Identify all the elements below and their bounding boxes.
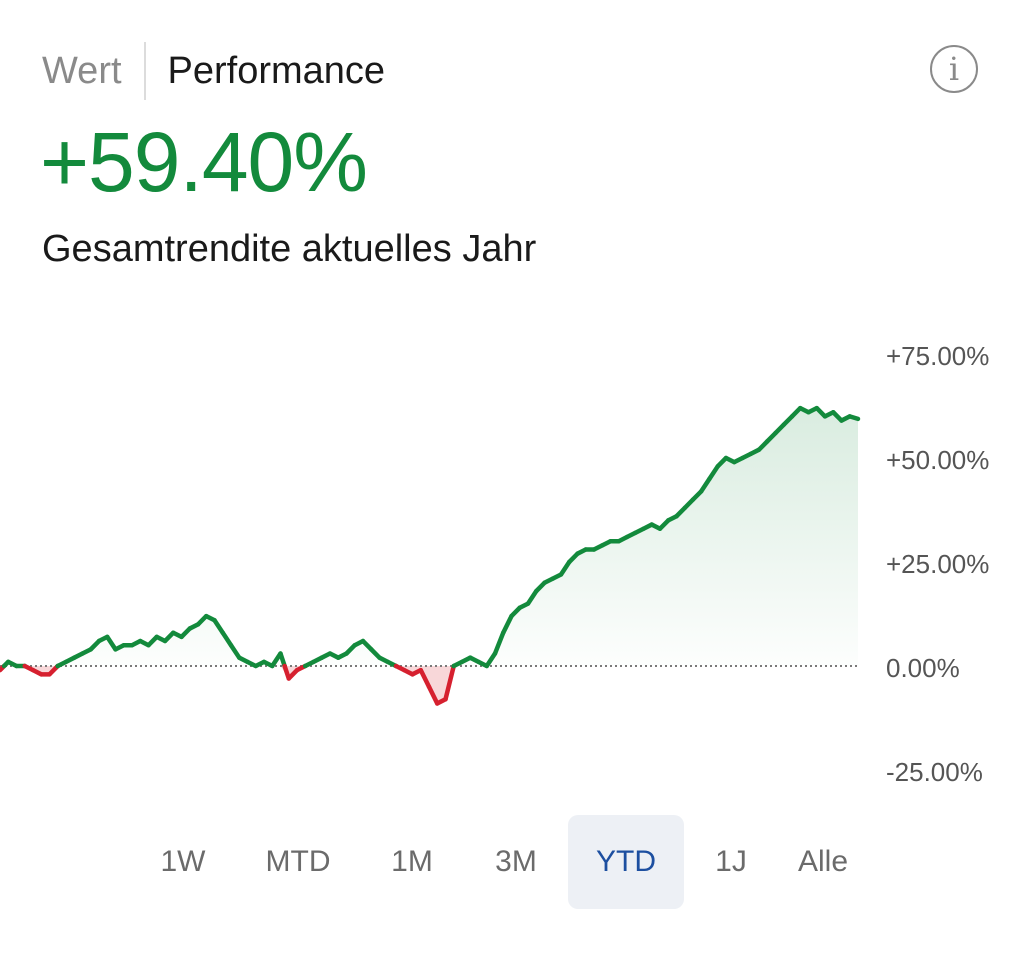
range-label: 1W [160, 845, 206, 878]
y-tick-label: +75.00% [886, 341, 989, 371]
y-tick-label: -25.00% [886, 757, 983, 787]
range-1j[interactable]: 1J [684, 815, 778, 909]
y-tick-label: +25.00% [886, 549, 989, 579]
series-segment [228, 642, 242, 660]
series-segment [525, 588, 539, 606]
series-segment [558, 559, 572, 577]
performance-value: +59.40% [40, 115, 368, 209]
series-segment [212, 617, 225, 635]
y-tick-label: +50.00% [886, 445, 989, 475]
performance-area [0, 408, 858, 666]
range-ytd[interactable]: YTD [568, 815, 684, 909]
series-segment [418, 667, 432, 690]
series-segment [443, 663, 456, 702]
tab-performance[interactable]: Performance [167, 50, 386, 92]
tab-wert[interactable]: Wert [42, 50, 122, 92]
tab-divider [143, 42, 146, 100]
range-selector: 1W MTD 1M 3M YTD 1J Alle [128, 815, 868, 909]
series-segment [699, 476, 712, 494]
series-segment [426, 684, 440, 706]
performance-chart: +75.00% +50.00% +25.00% 0.00% -25.00% [0, 341, 989, 787]
range-mtd[interactable]: MTD [238, 815, 358, 909]
range-alle[interactable]: Alle [778, 815, 868, 909]
series-segment [501, 613, 514, 635]
range-label: 3M [495, 845, 537, 878]
range-label: 1M [391, 845, 433, 878]
info-button[interactable]: i [930, 45, 978, 93]
series-segment [492, 630, 506, 656]
range-label: YTD [596, 845, 656, 878]
view-tabs: Wert Performance [42, 42, 385, 100]
series-segment [484, 651, 498, 669]
series-segment [847, 414, 861, 422]
range-3m[interactable]: 3M [466, 815, 566, 909]
info-icon: i [948, 50, 960, 88]
range-1m[interactable]: 1M [358, 815, 466, 909]
series-segment [707, 464, 720, 482]
series-segment [105, 634, 118, 652]
range-label: Alle [797, 845, 849, 878]
performance-label: Gesamtrendite aktuelles Jahr [42, 228, 537, 270]
range-1w[interactable]: 1W [128, 815, 238, 909]
series-segment [220, 630, 234, 648]
range-label: 1J [715, 845, 747, 878]
y-tick-label: 0.00% [886, 653, 960, 683]
range-label: MTD [265, 845, 331, 878]
